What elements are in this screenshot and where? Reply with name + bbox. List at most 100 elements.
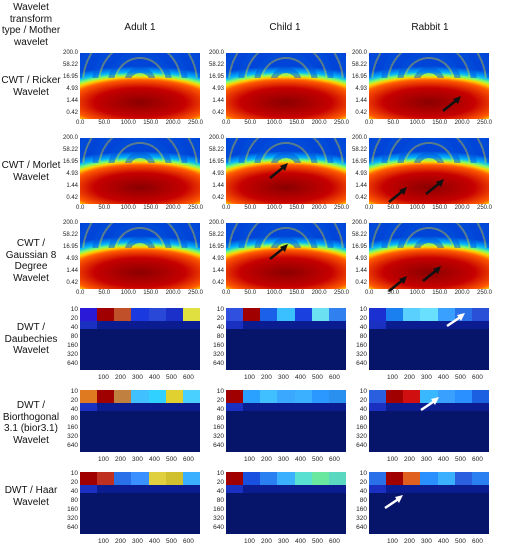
dwt-cell [386, 472, 404, 485]
dwt-cell [243, 390, 261, 403]
dwt-cell [97, 321, 115, 329]
dwt-cell [182, 390, 200, 403]
dwt-cell [437, 308, 455, 321]
dwt-x-tick: 400 [295, 538, 306, 545]
dwt-y-tick: 40 [216, 406, 224, 413]
dwt-cell [114, 472, 132, 485]
white-arrow-icon [420, 397, 439, 412]
dwt-cell [403, 403, 421, 411]
dwt-cell [328, 321, 346, 329]
dwt-cell [131, 403, 149, 411]
dwt-y-tick: 640 [213, 442, 224, 449]
cwt-x-tick: 250.0 [334, 120, 350, 126]
column-header-adult: Adult 1 [124, 22, 156, 33]
column-header-child: Child 1 [269, 22, 301, 33]
dwt-panel-haar-child [226, 472, 346, 534]
cwt-y-tick: 200.0 [208, 135, 224, 141]
dwt-y-tick: 320 [356, 433, 367, 440]
dwt-cell [260, 472, 278, 485]
dwt-cell [420, 308, 438, 321]
dwt-cell [471, 485, 489, 493]
dwt-x-tick: 300 [278, 456, 289, 463]
cwt-x-tick: 50.0 [98, 205, 111, 211]
dwt-y-tick: 10 [359, 470, 367, 477]
dwt-cell [311, 485, 329, 493]
cwt-y-tick: 58.22 [62, 62, 78, 68]
cwt-x-tick: 50.0 [98, 290, 111, 296]
cwt-y-tick: 4.93 [212, 171, 224, 177]
black-arrow-icon [269, 244, 288, 260]
cwt-y-tick: 1.44 [212, 183, 224, 189]
dwt-y-tick: 20 [359, 479, 367, 486]
cwt-y-tick: 200.0 [351, 220, 367, 226]
cwt-y-tick: 1.44 [66, 183, 78, 189]
cwt-x-tick: 150.0 [289, 290, 305, 296]
cwt-y-tick: 4.93 [66, 86, 78, 92]
dwt-x-tick: 200 [261, 374, 272, 381]
dwt-cell [437, 485, 455, 493]
dwt-x-tick: 500 [455, 374, 466, 381]
dwt-cell [114, 321, 132, 329]
cwt-y-tick: 58.22 [351, 232, 367, 238]
dwt-y-tick: 10 [70, 388, 78, 395]
cwt-x-tick: 200.0 [311, 290, 327, 296]
cwt-y-tick: 0.42 [66, 110, 78, 116]
cwt-x-tick: 50.0 [387, 120, 400, 126]
dwt-y-tick: 40 [216, 324, 224, 331]
cwt-y-tick: 16.95 [62, 74, 78, 80]
dwt-top-band [369, 472, 489, 485]
cwt-panel-morlet-child [226, 138, 346, 204]
dwt-cell [277, 308, 295, 321]
cwt-y-tick: 1.44 [212, 268, 224, 274]
cwt-y-tick: 4.93 [66, 171, 78, 177]
cwt-y-tick: 58.22 [208, 232, 224, 238]
dwt-cell [437, 390, 455, 403]
dwt-y-tick: 20 [359, 315, 367, 322]
dwt-cell [369, 308, 387, 321]
dwt-top-band [80, 308, 200, 321]
dwt-top-band [369, 308, 489, 321]
cwt-y-tick: 0.42 [355, 195, 367, 201]
cwt-y-tick: 200.0 [208, 50, 224, 56]
dwt-y-tick: 160 [356, 342, 367, 349]
dwt-cell [369, 390, 387, 403]
dwt-top-band [80, 472, 200, 485]
cwt-x-tick: 250.0 [334, 290, 350, 296]
cwt-x-tick: 200.0 [311, 120, 327, 126]
dwt-cell [182, 403, 200, 411]
dwt-y-tick: 20 [70, 315, 78, 322]
cwt-x-tick: 0.0 [76, 120, 85, 126]
dwt-panel-bior-rabbit [369, 390, 489, 452]
dwt-cell [311, 308, 329, 321]
dwt-y-tick: 160 [213, 342, 224, 349]
dwt-cell [403, 321, 421, 329]
cwt-y-tick: 4.93 [355, 86, 367, 92]
cwt-y-tick: 200.0 [351, 135, 367, 141]
cwt-y-tick: 0.42 [66, 280, 78, 286]
dwt-x-tick: 100 [387, 456, 398, 463]
cwt-panel-ricker-adult [80, 53, 200, 119]
dwt-x-tick: 300 [278, 374, 289, 381]
dwt-cell [148, 321, 166, 329]
dwt-x-tick: 600 [472, 374, 483, 381]
dwt-cell [437, 472, 455, 485]
black-arrow-icon [442, 96, 461, 112]
dwt-cell [260, 308, 278, 321]
dwt-x-tick: 200 [404, 374, 415, 381]
cwt-y-tick: 16.95 [351, 74, 367, 80]
dwt-y-tick: 10 [359, 388, 367, 395]
row-label-daubechies: DWT / Daubechies Wavelet [4, 322, 58, 356]
dwt-cell [165, 308, 183, 321]
dwt-cell [80, 308, 98, 321]
dwt-cell [260, 403, 278, 411]
dwt-cell [243, 472, 261, 485]
dwt-panel-haar-adult [80, 472, 200, 534]
dwt-y-tick: 80 [359, 333, 367, 340]
dwt-cell [80, 485, 98, 493]
dwt-y-tick: 10 [70, 306, 78, 313]
cwt-x-tick: 250.0 [477, 205, 493, 211]
dwt-x-tick: 200 [115, 456, 126, 463]
dwt-y-tick: 160 [67, 424, 78, 431]
dwt-y-tick: 40 [359, 488, 367, 495]
dwt-y-tick: 10 [359, 306, 367, 313]
